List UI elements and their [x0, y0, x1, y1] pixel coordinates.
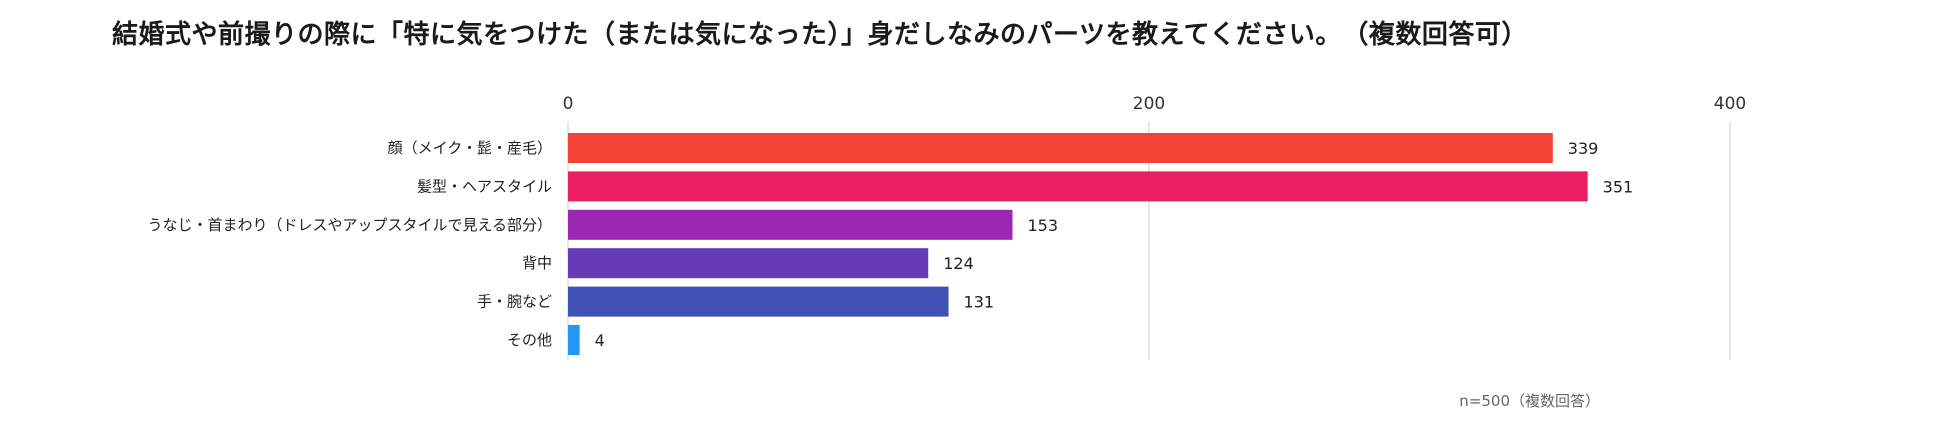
bar — [568, 209, 1013, 240]
chart-title: 結婚式や前撮りの際に「特に気をつけた（または気になった）」身だしなみのパーツを教… — [112, 20, 1528, 50]
category-label: 手・腕など — [477, 293, 552, 311]
bar — [568, 171, 1588, 202]
bar — [568, 286, 949, 317]
data-label: 131 — [964, 293, 995, 312]
data-label: 4 — [595, 331, 605, 350]
category-label: 背中 — [522, 254, 552, 272]
category-label: 顔（メイク・髭・産毛） — [388, 139, 552, 157]
data-label: 339 — [1568, 139, 1599, 158]
x-tick-label: 400 — [1714, 94, 1746, 114]
data-label: 153 — [1027, 216, 1058, 235]
category-label: 髪型・ヘアスタイル — [417, 177, 552, 195]
category-label: うなじ・首まわり（ドレスやアップスタイルで見える部分） — [147, 216, 552, 234]
bar — [568, 133, 1553, 163]
data-label: 124 — [943, 254, 974, 273]
category-label: その他 — [507, 331, 552, 349]
data-label: 351 — [1603, 177, 1634, 196]
sample-note: n=500（複数回答） — [1459, 392, 1600, 410]
bar — [568, 248, 929, 279]
x-tick-label: 0 — [563, 94, 574, 114]
bar — [568, 325, 580, 355]
x-tick-label: 200 — [1133, 94, 1165, 114]
